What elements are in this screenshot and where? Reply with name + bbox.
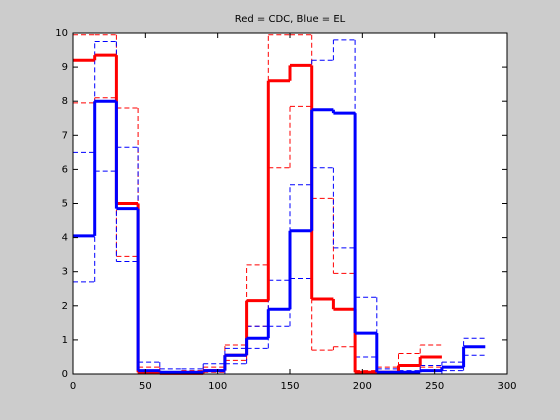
x-tick-label: 50 [139,381,152,392]
x-tick-label: 100 [208,381,227,392]
x-tick-label: 0 [70,381,76,392]
y-tick-label: 1 [62,335,68,346]
y-tick-label: 3 [62,267,68,278]
y-tick-label: 5 [62,199,68,210]
y-tick-label: 6 [62,164,68,175]
y-tick-label: 10 [55,28,68,39]
y-tick-label: 0 [62,369,68,380]
y-tick-label: 7 [62,130,68,141]
y-tick-label: 2 [62,301,68,312]
x-tick-label: 250 [425,381,444,392]
chart-title: Red = CDC, Blue = EL [235,14,346,25]
y-tick-label: 9 [62,62,68,73]
x-tick-label: 300 [497,381,516,392]
x-tick-label: 200 [353,381,372,392]
x-tick-label: 150 [280,381,299,392]
y-tick-label: 8 [62,96,68,107]
y-tick-label: 4 [62,233,68,244]
